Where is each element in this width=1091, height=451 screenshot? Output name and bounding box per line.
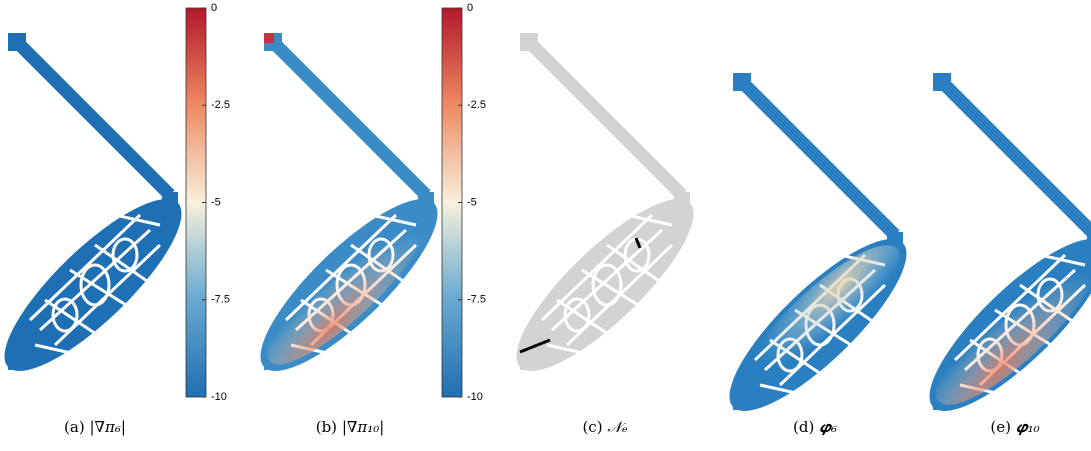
colorbar-tick-label: 0 (211, 2, 217, 14)
colorbar-tick-label: -5 (211, 196, 221, 208)
panel-d-image (708, 73, 928, 433)
colorbar-tick-label: -2.5 (211, 99, 230, 111)
caption-math: |∇π₁₀| (342, 418, 384, 436)
caption-math: |∇π₆| (89, 418, 125, 436)
caption: (e) 𝝋₁₀ (990, 418, 1039, 436)
colorbar-tick-label: -7.5 (211, 294, 230, 306)
caption-math: 𝝋₁₀ (1016, 418, 1040, 436)
caption-label: (c) (582, 418, 602, 436)
panel-a-image (0, 33, 203, 393)
caption: (a) |∇π₆| (64, 418, 126, 436)
caption-label: (d) (793, 418, 814, 436)
colorbar-tick-label: -5 (467, 196, 477, 208)
caption-label: (a) (64, 418, 85, 436)
caption-math: 𝒩ₑ (607, 418, 627, 436)
caption-label: (b) (316, 418, 337, 436)
panel-b-image (239, 33, 459, 393)
caption-math: 𝝋₆ (819, 418, 837, 436)
caption: (b) |∇π₁₀| (316, 418, 385, 436)
colorbar-tick-label: -7.5 (467, 294, 486, 306)
colorbar-tick-label: -10 (211, 391, 227, 403)
caption: (c) 𝒩ₑ (582, 418, 627, 436)
colorbar-tick-label: -10 (467, 391, 483, 403)
colorbar-tick-label: -2.5 (467, 99, 486, 111)
caption-label: (e) (990, 418, 1011, 436)
panel-e-image (908, 73, 1091, 433)
colorbar-tick-label: 0 (467, 2, 473, 14)
panel-c-image (495, 33, 715, 393)
caption: (d) 𝝋₆ (793, 418, 837, 436)
